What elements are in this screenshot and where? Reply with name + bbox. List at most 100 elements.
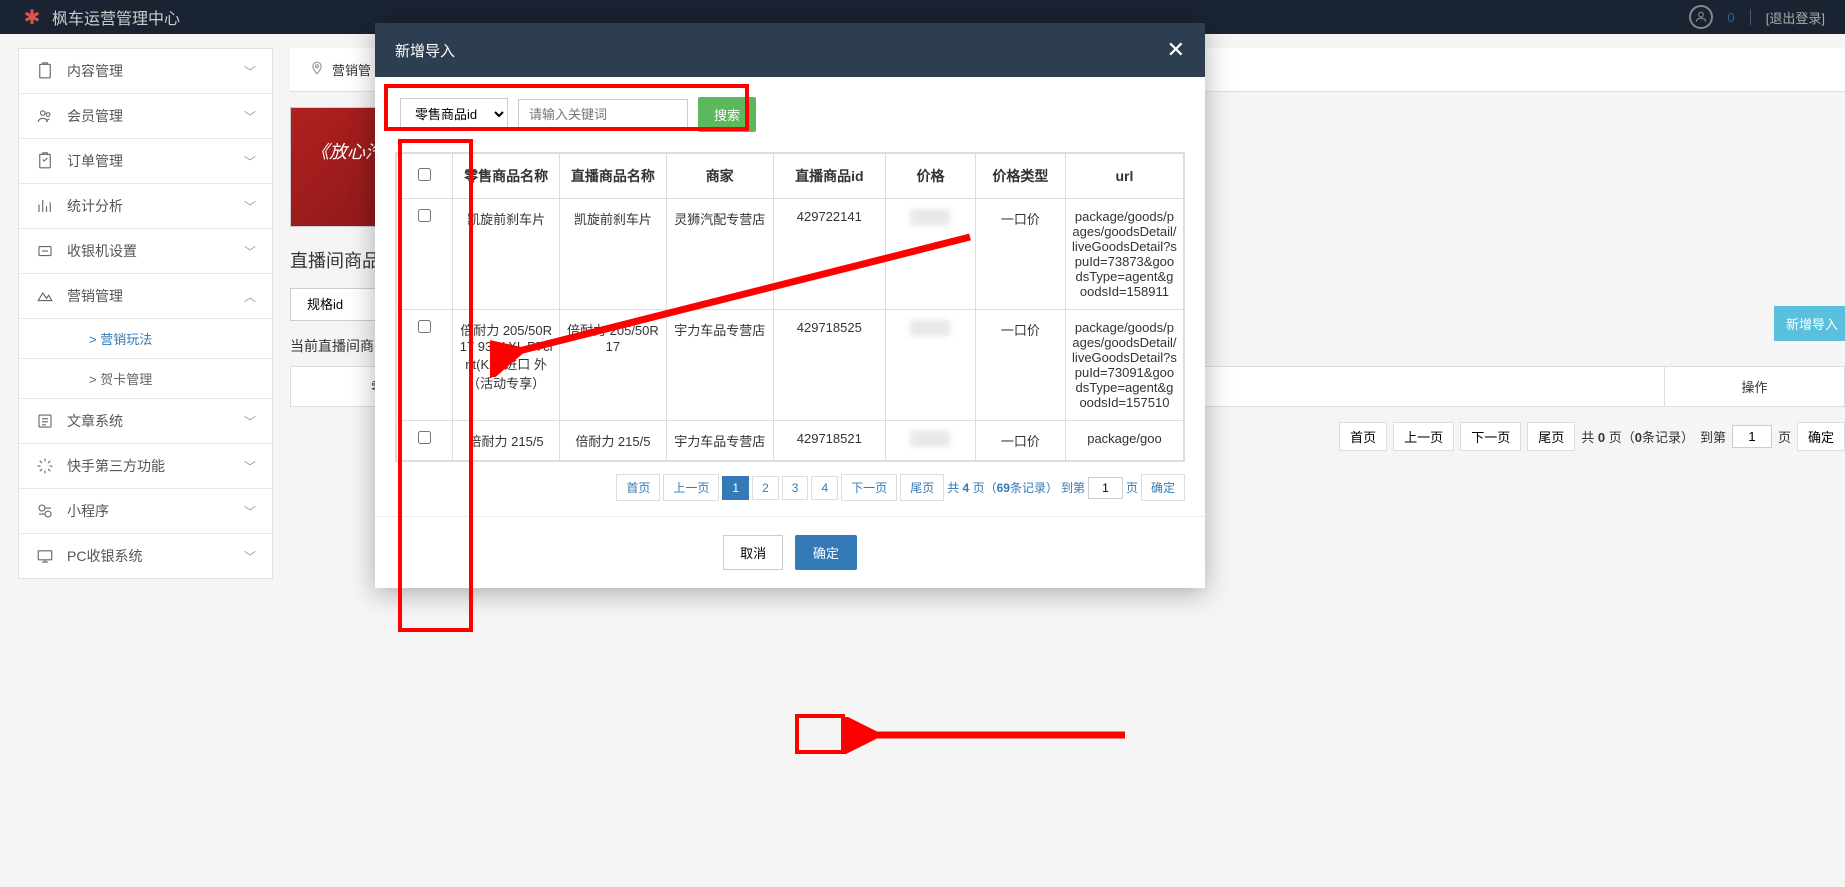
price-type-cell: 一口价 [975, 310, 1065, 421]
bg-prev-btn[interactable]: 上一页 [1393, 422, 1454, 451]
banner-text: 《放心汽 [311, 138, 383, 164]
divider [1750, 9, 1751, 25]
location-icon [310, 61, 324, 78]
sidebar-icon [35, 286, 55, 306]
row-checkbox[interactable] [418, 209, 431, 222]
sidebar-item-2[interactable]: 订单管理 ﹀ [19, 139, 272, 184]
user-phone: 0 [1728, 10, 1735, 25]
import-modal: 新增导入 ✕ 零售商品id 搜索 零售商品名称直播商品名称商家直播商品id价格价… [375, 23, 1205, 588]
add-import-button[interactable]: 新增导入 [1774, 306, 1845, 341]
table-row: 倍耐力 215/5 倍耐力 215/5 宇力车品专营店 429718521 一口… [397, 421, 1184, 461]
live-id-cell: 429718521 [773, 421, 885, 461]
sidebar-item-8[interactable]: 小程序 ﹀ [19, 489, 272, 534]
search-button[interactable]: 搜索 [698, 97, 756, 132]
sidebar-item-3[interactable]: 统计分析 ﹀ [19, 184, 272, 229]
mp-page-1[interactable]: 1 [722, 476, 749, 500]
sidebar-item-4[interactable]: 收银机设置 ﹀ [19, 229, 272, 274]
bg-goto-confirm[interactable]: 确定 [1797, 422, 1845, 451]
sidebar-sub-0[interactable]: > 营销玩法 [19, 319, 272, 359]
mp-goto-input[interactable] [1088, 477, 1123, 499]
mp-last[interactable]: 尾页 [900, 474, 944, 501]
mp-goto-label: 到第 [1061, 479, 1085, 496]
search-row: 零售商品id 搜索 [395, 92, 1185, 137]
search-type-select[interactable]: 零售商品id [400, 98, 508, 131]
mp-summary: 共 4 页（69条记录） [947, 479, 1058, 496]
live-name-cell: 凯旋前刹车片 [560, 199, 667, 310]
bg-next-btn[interactable]: 下一页 [1460, 422, 1521, 451]
price-cell [886, 199, 976, 310]
sidebar-label: 小程序 [67, 501, 244, 521]
table-row: 倍耐力 205/50R17 93W XL P7cint(K2) 进口 外（活动专… [397, 310, 1184, 421]
sidebar-label: 订单管理 [67, 151, 244, 171]
sidebar-icon [35, 501, 55, 521]
sidebar-icon [35, 61, 55, 81]
modal-th-5: 价格 [886, 154, 976, 199]
sidebar-icon [35, 241, 55, 261]
retail-name-cell: 倍耐力 215/5 [453, 421, 560, 461]
check-cell [397, 310, 453, 421]
select-all-checkbox[interactable] [418, 168, 431, 181]
price-type-cell: 一口价 [975, 199, 1065, 310]
modal-th-6: 价格类型 [975, 154, 1065, 199]
bg-summary: 共 0 页（0条记录） [1581, 427, 1694, 446]
logo: ✱ 枫车运营管理中心 [20, 5, 180, 29]
modal-th-7: url [1065, 154, 1183, 199]
url-cell: package/goods/pages/goodsDetail/liveGood… [1065, 310, 1183, 421]
sidebar-item-9[interactable]: PC收银系统 ﹀ [19, 534, 272, 578]
sidebar-item-6[interactable]: 文章系统 ﹀ [19, 399, 272, 444]
mp-confirm[interactable]: 确定 [1141, 474, 1185, 501]
modal-th-2: 直播商品名称 [560, 154, 667, 199]
sidebar-item-1[interactable]: 会员管理 ﹀ [19, 94, 272, 139]
modal-th-3: 商家 [666, 154, 773, 199]
modal-th-0 [397, 154, 453, 199]
mp-page-3[interactable]: 3 [782, 476, 809, 500]
search-input[interactable] [518, 99, 688, 130]
sidebar-sub-1[interactable]: > 贺卡管理 [19, 359, 272, 399]
modal-th-4: 直播商品id [773, 154, 885, 199]
sidebar-icon [35, 196, 55, 216]
confirm-button[interactable]: 确定 [795, 535, 857, 570]
modal-body: 零售商品id 搜索 零售商品名称直播商品名称商家直播商品id价格价格类型url … [375, 77, 1205, 516]
sidebar-icon [35, 106, 55, 126]
sidebar-icon [35, 411, 55, 431]
bg-last-btn[interactable]: 尾页 [1527, 422, 1575, 451]
cancel-button[interactable]: 取消 [723, 535, 783, 570]
price-cell [886, 310, 976, 421]
mp-next[interactable]: 下一页 [841, 474, 897, 501]
row-checkbox[interactable] [418, 320, 431, 333]
header-right: 0 [退出登录] [1689, 5, 1825, 29]
bg-page-suffix: 页 [1778, 427, 1791, 446]
live-name-cell: 倍耐力 205/50R17 [560, 310, 667, 421]
live-id-cell: 429722141 [773, 199, 885, 310]
modal-table-wrapper: 零售商品名称直播商品名称商家直播商品id价格价格类型url 凯旋前刹车片 凯旋前… [395, 152, 1185, 462]
modal-pagination: 首页上一页1234下一页尾页共 4 页（69条记录）到第页确定 [395, 474, 1185, 501]
merchant-cell: 灵狮汽配专营店 [666, 199, 773, 310]
sidebar-label: 统计分析 [67, 196, 244, 216]
sidebar-item-0[interactable]: 内容管理 ﹀ [19, 49, 272, 94]
merchant-cell: 宇力车品专营店 [666, 310, 773, 421]
chevron-down-icon: ﹀ [244, 413, 256, 430]
sidebar-item-5[interactable]: 营销管理 ︿ [19, 274, 272, 319]
annotation-arrow-2 [845, 717, 1145, 757]
bg-goto-input[interactable] [1732, 425, 1772, 448]
retail-name-cell: 凯旋前刹车片 [453, 199, 560, 310]
price-cell [886, 421, 976, 461]
bg-first-btn[interactable]: 首页 [1339, 422, 1387, 451]
mp-prev[interactable]: 上一页 [663, 474, 719, 501]
row-checkbox[interactable] [418, 431, 431, 444]
mp-first[interactable]: 首页 [616, 474, 660, 501]
sidebar-label: 营销管理 [67, 286, 244, 306]
chevron-down-icon: ﹀ [244, 458, 256, 475]
sidebar-label: 文章系统 [67, 411, 244, 431]
sidebar-label: PC收银系统 [67, 546, 244, 566]
mp-page-2[interactable]: 2 [752, 476, 779, 500]
modal-footer: 取消 确定 [375, 516, 1205, 588]
logout-link[interactable]: [退出登录] [1766, 8, 1825, 27]
close-icon[interactable]: ✕ [1167, 37, 1185, 63]
sidebar-icon [35, 546, 55, 566]
sidebar-item-7[interactable]: 快手第三方功能 ﹀ [19, 444, 272, 489]
chevron-up-icon: ︿ [244, 288, 256, 305]
mp-page-4[interactable]: 4 [811, 476, 838, 500]
avatar-icon [1689, 5, 1713, 29]
sidebar-label: 快手第三方功能 [67, 456, 244, 476]
